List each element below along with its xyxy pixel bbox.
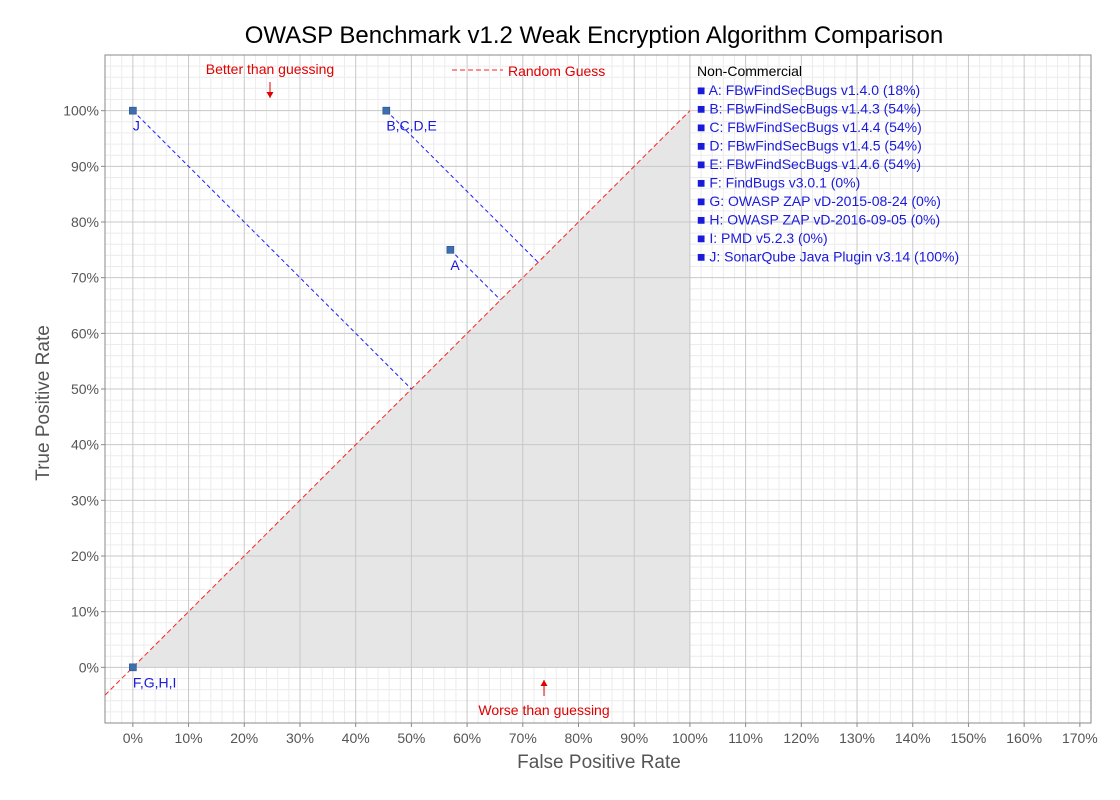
data-point — [382, 106, 391, 115]
data-point-label: F,G,H,I — [133, 674, 177, 690]
x-tick-label: 30% — [286, 730, 314, 746]
x-tick-label: 170% — [1062, 730, 1098, 746]
legend-item: ■ C: FBwFindSecBugs v1.4.4 (54%) — [697, 119, 922, 135]
legend-item: ■ I: PMD v5.2.3 (0%) — [697, 230, 828, 246]
x-tick-label: 110% — [728, 730, 763, 746]
y-tick-label: 50% — [71, 381, 99, 397]
x-tick-label: 80% — [564, 730, 592, 746]
legend-item: ■ F: FindBugs v3.0.1 (0%) — [697, 175, 860, 191]
legend-item: ■ H: OWASP ZAP vD-2016-09-05 (0%) — [697, 212, 940, 228]
legend-item: ■ J: SonarQube Java Plugin v3.14 (100%) — [697, 249, 959, 265]
worse-arrow-head — [540, 680, 548, 686]
y-tick-label: 0% — [79, 659, 99, 675]
data-point — [129, 663, 137, 672]
y-tick-label: 70% — [71, 270, 99, 286]
better-arrow-head — [266, 92, 274, 98]
y-tick-label: 10% — [71, 604, 99, 620]
data-point-label: A — [450, 257, 460, 273]
y-tick-label: 40% — [71, 437, 99, 453]
x-tick-label: 160% — [1006, 730, 1042, 746]
projection-line — [385, 110, 539, 263]
y-tick-label: 20% — [71, 548, 99, 564]
data-point-label: B,C,D,E — [386, 118, 437, 134]
y-axis-title: True Positive Rate — [33, 325, 54, 481]
x-tick-label: 130% — [839, 730, 875, 746]
y-tick-label: 30% — [71, 492, 99, 508]
projection-line — [132, 110, 412, 390]
legend-item: ■ E: FBwFindSecBugs v1.4.6 (54%) — [697, 156, 921, 172]
data-point — [446, 246, 455, 254]
x-tick-label: 40% — [342, 730, 370, 746]
y-tick-label: 60% — [71, 325, 99, 341]
x-tick-label: 100% — [672, 730, 708, 746]
x-tick-label: 60% — [453, 730, 481, 746]
x-tick-label: 90% — [620, 730, 648, 746]
legend-item: ■ B: FBwFindSecBugs v1.4.3 (54%) — [697, 101, 921, 117]
better-than-guessing-annotation: Better than guessing — [206, 61, 334, 77]
y-tick-label: 80% — [71, 214, 99, 230]
legend-item: ■ D: FBwFindSecBugs v1.4.5 (54%) — [697, 138, 922, 154]
y-tick-label: 100% — [63, 103, 99, 119]
x-tick-label: 50% — [397, 730, 425, 746]
x-tick-label: 20% — [230, 730, 258, 746]
x-tick-label: 0% — [123, 730, 143, 746]
data-point-label: J — [133, 118, 140, 134]
x-tick-label: 140% — [895, 730, 931, 746]
x-tick-label: 120% — [783, 730, 819, 746]
projection-line — [450, 249, 501, 301]
legend-item: ■ A: FBwFindSecBugs v1.4.0 (18%) — [697, 82, 920, 98]
x-tick-label: 150% — [951, 730, 987, 746]
chart-title: OWASP Benchmark v1.2 Weak Encryption Alg… — [245, 22, 944, 49]
legend-heading: Non-Commercial — [697, 63, 802, 79]
x-tick-label: 10% — [175, 730, 203, 746]
random-guess-legend-label: Random Guess — [508, 63, 605, 79]
worse-than-guessing-annotation: Worse than guessing — [478, 702, 609, 718]
data-point — [129, 106, 137, 115]
x-tick-label: 70% — [509, 730, 537, 746]
random-guess-line — [105, 110, 691, 696]
x-axis-title: False Positive Rate — [517, 752, 681, 773]
legend-item: ■ G: OWASP ZAP vD-2015-08-24 (0%) — [697, 193, 941, 209]
y-tick-label: 90% — [71, 158, 99, 174]
